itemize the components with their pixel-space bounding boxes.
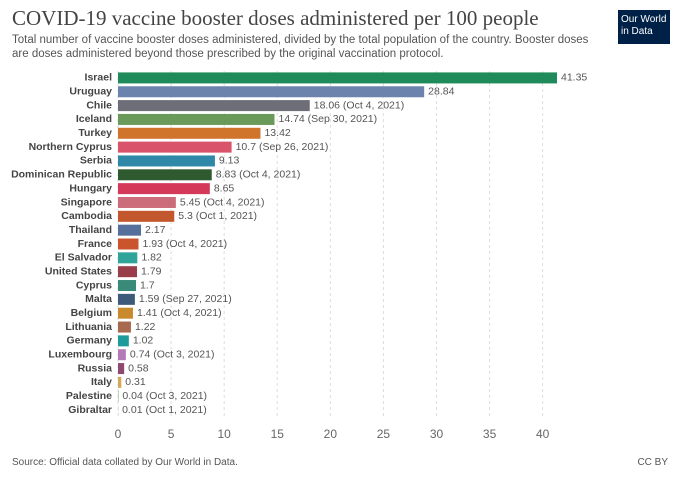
value-label: 0.31: [125, 376, 146, 388]
y-tick-label: Israel: [85, 72, 113, 84]
y-tick-label: Cyprus: [76, 279, 112, 291]
bar: [118, 72, 557, 84]
y-tick-label: Singapore: [61, 196, 113, 208]
y-tick-label: Italy: [91, 376, 112, 388]
value-label: 0.58: [128, 362, 149, 374]
y-tick-label: Uruguay: [69, 86, 112, 98]
value-label: 1.02: [133, 335, 154, 347]
chart-subtitle: Total number of vaccine booster doses ad…: [12, 34, 589, 60]
source-note: Source: Official data collated by Our Wo…: [12, 457, 238, 468]
y-tick-label: Palestine: [66, 390, 112, 402]
bar: [118, 252, 138, 264]
x-tick-label: 25: [377, 427, 391, 441]
value-label: 0.01 (Oct 1, 2021): [122, 404, 207, 416]
value-label: 1.22: [135, 321, 156, 333]
y-tick-label: Dominican Republic: [11, 169, 112, 181]
y-tick-label: United States: [45, 265, 112, 277]
bar: [118, 141, 232, 153]
bar: [118, 86, 425, 98]
bar: [118, 293, 135, 305]
bar: [118, 196, 176, 208]
value-label: 10.7 (Sep 26, 2021): [236, 141, 329, 153]
bar: [118, 349, 126, 361]
bar: [118, 210, 175, 222]
x-tick-label: 30: [430, 427, 444, 441]
x-tick-label: 15: [271, 427, 285, 441]
bar: [118, 224, 142, 236]
value-label: 28.84: [428, 86, 454, 98]
y-tick-label: Lithuania: [65, 321, 112, 333]
value-label: 41.35: [561, 72, 587, 84]
y-tick-label: France: [78, 238, 113, 250]
value-label: 1.79: [141, 265, 162, 277]
value-label: 18.06 (Oct 4, 2021): [314, 99, 404, 111]
y-tick-label: Belgium: [71, 307, 112, 319]
y-tick-label: Cambodia: [61, 210, 112, 222]
value-label: 2.17: [145, 224, 166, 236]
bar: [118, 183, 210, 195]
value-label: 8.83 (Oct 4, 2021): [216, 169, 301, 181]
value-label: 1.82: [141, 252, 162, 264]
x-tick-label: 40: [536, 427, 550, 441]
x-tick-label: 35: [483, 427, 497, 441]
bar: [118, 238, 139, 250]
y-tick-label: El Salvador: [55, 252, 112, 264]
bar: [118, 321, 131, 333]
value-label: 1.7: [140, 279, 155, 291]
x-tick-label: 10: [217, 427, 231, 441]
license[interactable]: CC BY: [637, 457, 668, 468]
y-tick-label: Turkey: [78, 127, 112, 139]
value-label: 5.45 (Oct 4, 2021): [180, 196, 265, 208]
chart-title: COVID-19 vaccine booster doses administe…: [12, 6, 539, 30]
y-tick-label: Germany: [66, 335, 112, 347]
bar: [118, 363, 125, 375]
bar: [118, 169, 212, 181]
value-label: 1.59 (Sep 27, 2021): [139, 293, 232, 305]
x-tick-label: 5: [168, 427, 175, 441]
value-label: 9.13: [219, 155, 240, 167]
value-label: 0.74 (Oct 3, 2021): [130, 349, 215, 361]
value-label: 8.65: [214, 182, 235, 194]
logo[interactable]: Our World in Data: [618, 10, 670, 44]
value-label: 13.42: [264, 127, 290, 139]
value-label: 1.41 (Oct 4, 2021): [137, 307, 222, 319]
bar: [118, 280, 137, 292]
value-label: 5.3 (Oct 1, 2021): [178, 210, 257, 222]
bar: [118, 100, 310, 112]
bar: [118, 127, 261, 139]
y-tick-label: Serbia: [80, 155, 112, 167]
y-tick-label: Chile: [86, 99, 112, 111]
bar: [118, 266, 138, 278]
value-label: 0.04 (Oct 3, 2021): [122, 390, 207, 402]
y-tick-label: Hungary: [69, 182, 112, 194]
value-label: 14.74 (Sep 30, 2021): [278, 113, 377, 125]
y-tick-label: Gibraltar: [68, 404, 112, 416]
chart: 0 5 10 15 20 25 30 35 40 Israel 41.35 Uruguay 28.84 C…: [11, 71, 587, 441]
bar: [118, 307, 133, 319]
y-tick-label: Russia: [78, 362, 113, 374]
x-tick-label: 20: [324, 427, 338, 441]
y-tick-label: Thailand: [69, 224, 112, 236]
x-tick-label: 0: [115, 427, 122, 441]
y-tick-label: Northern Cyprus: [29, 141, 113, 153]
bar: [118, 113, 275, 125]
bar: [118, 155, 215, 167]
y-tick-label: Iceland: [76, 113, 112, 125]
y-tick-label: Luxembourg: [48, 349, 112, 361]
y-tick-label: Malta: [85, 293, 112, 305]
bar: [118, 376, 122, 388]
bar: [118, 335, 129, 347]
value-label: 1.93 (Oct 4, 2021): [142, 238, 227, 250]
